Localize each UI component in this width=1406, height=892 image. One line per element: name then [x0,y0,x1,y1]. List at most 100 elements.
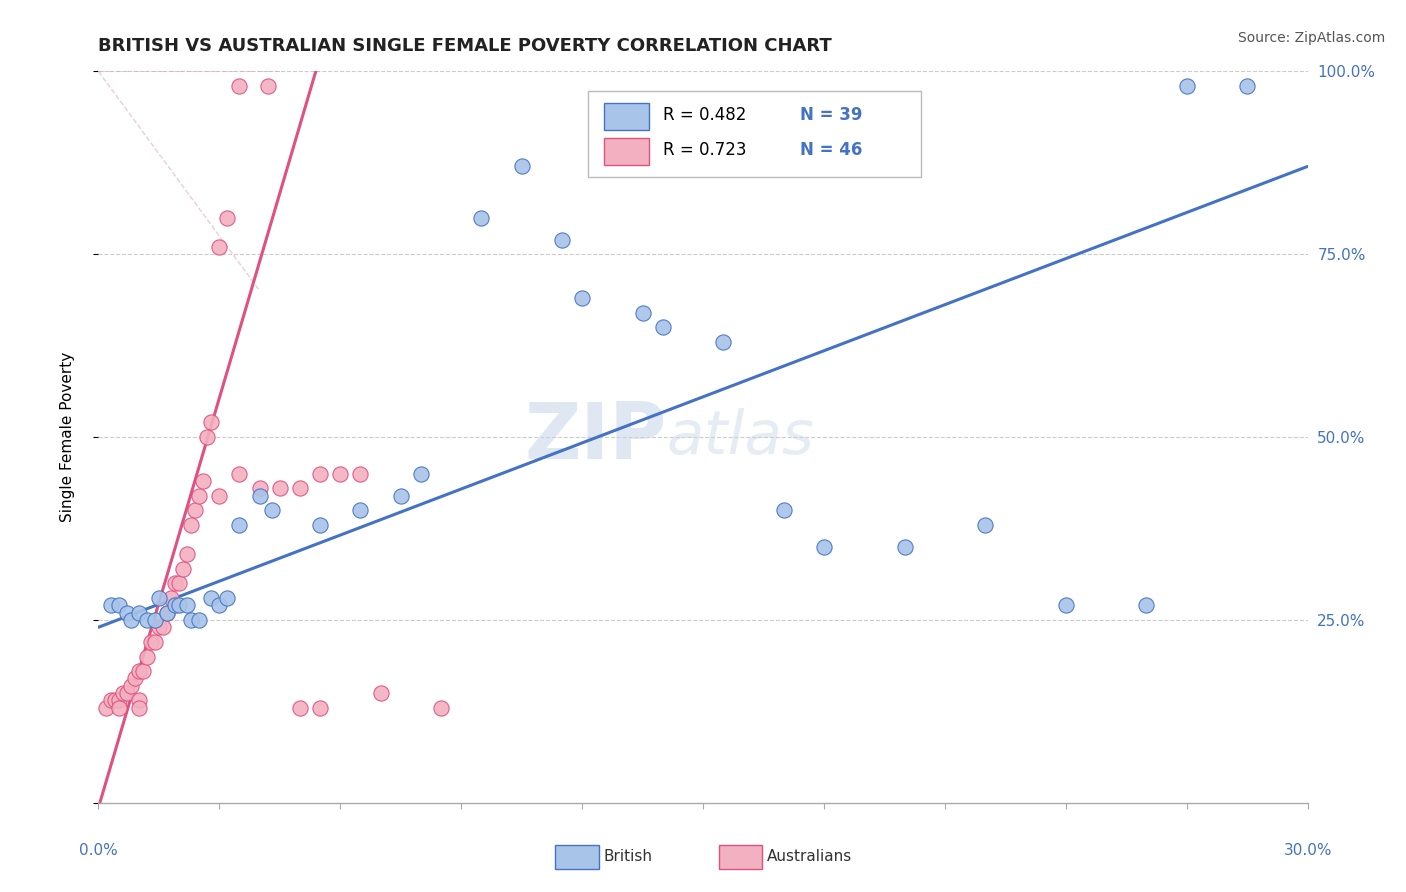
Point [1236,78,1258,93]
Point [152,620,174,634]
Point [329,467,352,481]
Point [172,562,194,576]
Point [893,540,915,554]
Point [349,503,371,517]
Point [135,613,157,627]
Text: atlas: atlas [666,408,814,467]
Point [651,320,673,334]
Point [188,613,211,627]
Point [1135,599,1157,613]
Point [103,693,125,707]
Text: R = 0.482: R = 0.482 [664,105,747,123]
Point [132,664,155,678]
Text: N = 39: N = 39 [800,105,862,123]
Point [370,686,392,700]
Text: 0.0%: 0.0% [79,843,118,858]
Point [96,700,118,714]
Text: 30.0%: 30.0% [1284,843,1331,858]
Point [974,517,997,532]
Point [208,489,231,503]
Point [163,599,186,613]
Point [269,481,291,495]
Point [107,700,129,714]
Point [256,78,278,93]
Point [195,430,218,444]
Point [111,686,134,700]
Point [200,591,222,605]
Point [217,211,239,225]
Point [176,599,198,613]
Point [176,547,198,561]
Point [107,599,129,613]
Point [143,613,166,627]
Point [228,517,250,532]
Point [631,306,654,320]
Point [180,613,202,627]
Text: BRITISH VS AUSTRALIAN SINGLE FEMALE POVERTY CORRELATION CHART: BRITISH VS AUSTRALIAN SINGLE FEMALE POVE… [98,37,832,54]
Point [163,576,186,591]
Point [143,635,166,649]
Point [120,679,142,693]
Point [217,591,239,605]
Point [193,474,215,488]
Point [100,693,122,707]
FancyBboxPatch shape [588,91,921,178]
Point [128,664,150,678]
Point [160,591,183,605]
Point [208,599,231,613]
Point [228,467,250,481]
FancyBboxPatch shape [603,103,648,130]
Point [551,233,574,247]
Point [115,686,138,700]
FancyBboxPatch shape [555,846,599,869]
Y-axis label: Single Female Poverty: Single Female Poverty [60,352,75,522]
FancyBboxPatch shape [718,846,762,869]
Point [148,591,170,605]
Point [208,240,231,254]
Point [128,700,150,714]
Point [309,700,332,714]
Point [200,416,222,430]
Point [115,606,138,620]
Point [188,489,211,503]
Point [1175,78,1198,93]
Point [309,467,332,481]
Point [389,489,412,503]
Point [167,599,190,613]
Point [100,599,122,613]
Point [135,649,157,664]
Text: ZIP: ZIP [524,399,666,475]
Text: Australians: Australians [768,849,852,864]
Point [571,291,593,305]
Point [139,635,162,649]
Text: British: British [603,849,652,864]
Point [711,334,734,349]
Point [249,481,271,495]
Point [1054,599,1077,613]
Point [309,517,332,532]
Text: Source: ZipAtlas.com: Source: ZipAtlas.com [1237,31,1385,45]
Point [124,672,146,686]
Point [813,540,835,554]
Point [349,467,371,481]
Point [148,620,170,634]
Point [120,613,142,627]
Point [180,517,202,532]
Point [249,489,271,503]
Point [288,700,311,714]
FancyBboxPatch shape [603,138,648,165]
Point [260,503,283,517]
Point [510,160,533,174]
Point [470,211,492,225]
Point [107,693,129,707]
Point [772,503,794,517]
Point [128,693,150,707]
Point [128,606,150,620]
Point [184,503,207,517]
Point [228,78,250,93]
Text: N = 46: N = 46 [800,141,862,159]
Text: R = 0.723: R = 0.723 [664,141,747,159]
Point [156,606,179,620]
Point [288,481,311,495]
Point [409,467,432,481]
